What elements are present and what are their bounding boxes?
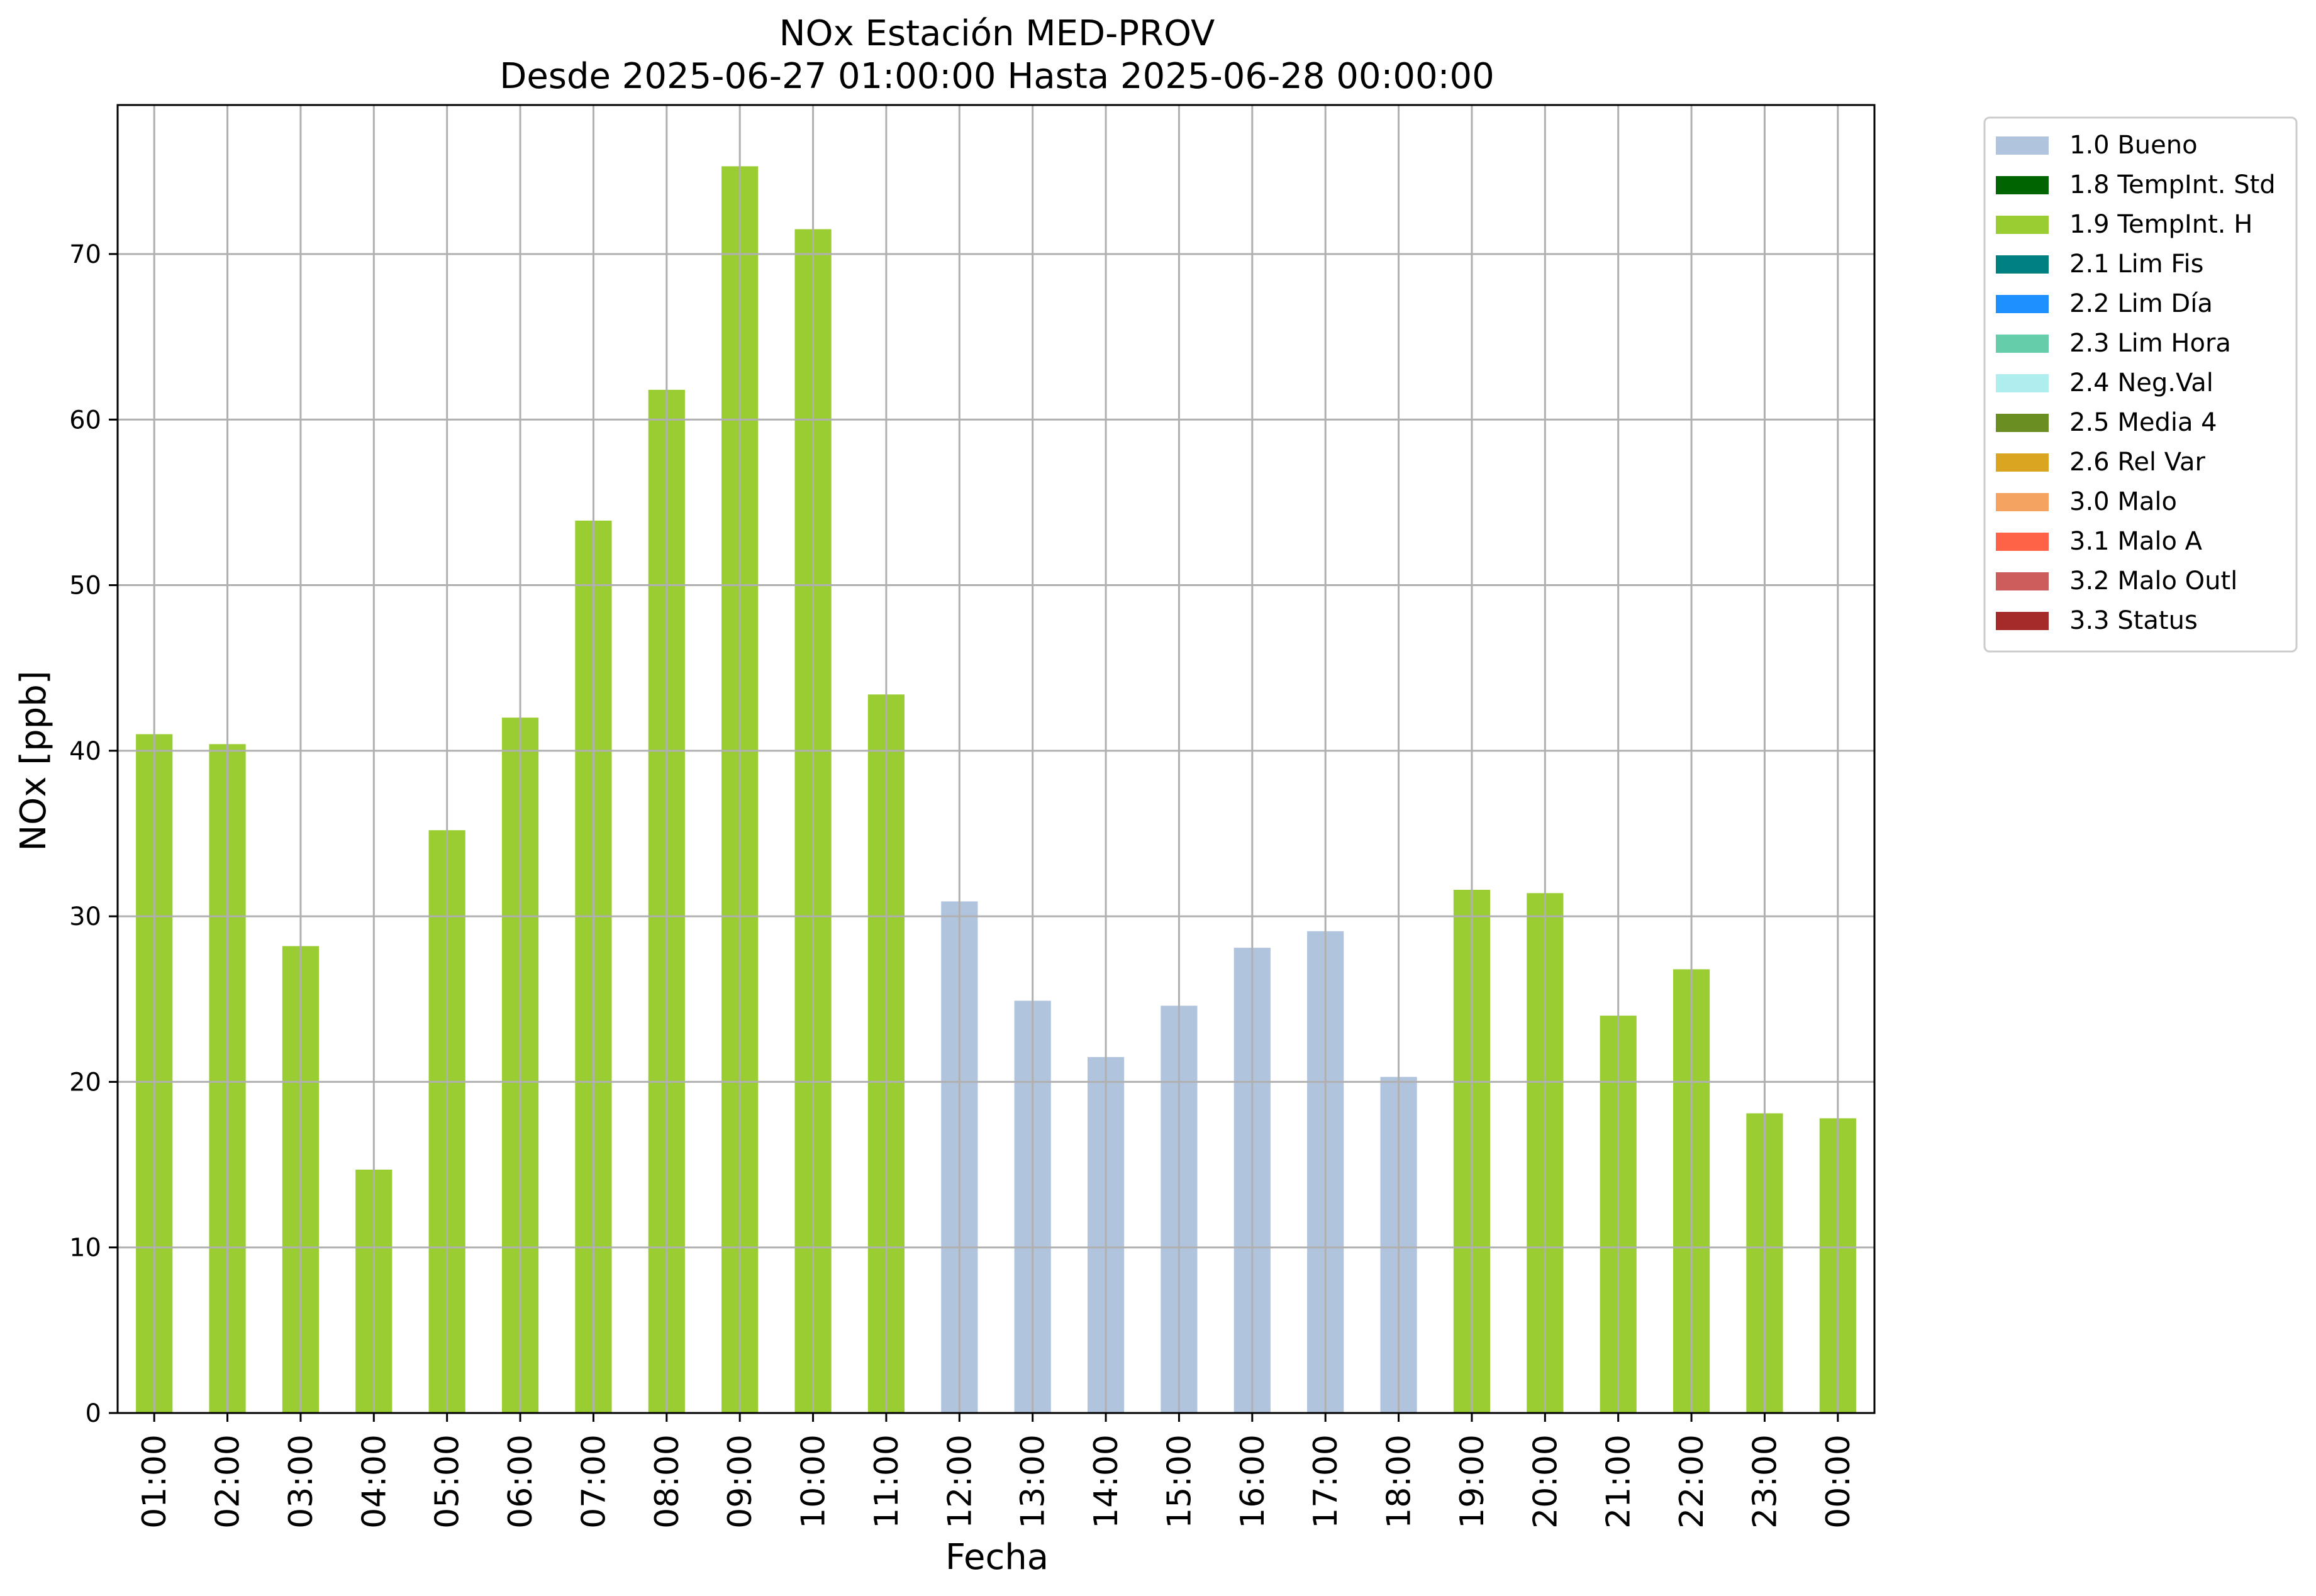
x-tick-label: 03:00 [282,1434,320,1529]
x-tick-label: 18:00 [1381,1434,1418,1529]
chart-subtitle: Desde 2025-06-27 01:00:00 Hasta 2025-06-… [499,56,1495,97]
y-tick-label: 70 [69,240,101,269]
legend-label: 3.2 Malo Outl [2069,567,2237,596]
legend-label: 2.5 Media 4 [2069,408,2217,437]
x-tick-label: 07:00 [575,1434,613,1529]
legend-label: 1.8 TempInt. Std [2069,170,2276,199]
legend-swatch [1996,295,2049,313]
legend-swatch [1996,414,2049,432]
plot-frame [116,104,1876,1414]
x-tick-label: 20:00 [1527,1434,1564,1529]
legend-swatch [1996,176,2049,194]
x-tick-label: 17:00 [1307,1434,1345,1529]
x-axis-label: Fecha [945,1537,1049,1578]
x-tick-label: 22:00 [1673,1434,1711,1529]
chart-title: NOx Estación MED-PROV [779,13,1215,54]
x-tick-label: 13:00 [1015,1434,1052,1529]
x-tick-label: 16:00 [1234,1434,1272,1529]
grid-lines [118,105,1874,1413]
x-tick-label: 01:00 [136,1434,174,1529]
axes: 0 10 20 30 40 50 60 70 01:00 02:00 03:00 04:00 05:00… [69,104,1876,1529]
x-tick-label: 08:00 [649,1434,686,1529]
x-tick-label: 15:00 [1161,1434,1198,1529]
legend-box [1983,116,2298,653]
legend-label: 2.3 Lim Hora [2069,329,2231,358]
legend-swatch [1996,335,2049,353]
legend-label: 2.4 Neg.Val [2069,369,2213,397]
x-tick-label: 23:00 [1746,1434,1784,1529]
legend-label: 3.1 Malo A [2069,527,2203,556]
x-tick-label: 19:00 [1454,1434,1491,1529]
x-tick-label: 12:00 [941,1434,979,1529]
legend-swatch [1996,453,2049,472]
x-tick-label: 14:00 [1088,1434,1125,1529]
legend-label: 2.2 Lim Día [2069,289,2213,318]
legend-swatch [1996,136,2049,155]
y-tick-label: 40 [69,737,101,766]
legend-swatch [1996,612,2049,630]
bars [136,166,1856,1414]
y-tick-label: 0 [86,1399,101,1428]
x-tick-label: 11:00 [868,1434,906,1529]
legend-swatch [1996,216,2049,234]
legend-label: 2.1 Lim Fis [2069,250,2203,279]
x-tick-label: 09:00 [721,1434,759,1529]
y-tick-label: 50 [69,572,101,601]
y-tick-label: 20 [69,1068,101,1097]
x-tick-label: 02:00 [209,1434,247,1529]
y-axis-label: NOx [ppb] [13,670,54,851]
legend-swatch [1996,572,2049,590]
legend-label: 3.0 Malo [2069,487,2177,516]
x-tick-label: 00:00 [1820,1434,1857,1529]
y-tick-label: 60 [69,406,101,435]
x-tick-label: 10:00 [795,1434,833,1529]
legend-swatch [1996,533,2049,551]
legend-label: 1.0 Bueno [2069,131,2198,160]
legend-swatch [1996,255,2049,274]
x-tick-label: 04:00 [355,1434,393,1529]
x-tick-label: 21:00 [1600,1434,1638,1529]
legend-swatch [1996,374,2049,392]
y-tick-label: 30 [69,902,101,931]
x-tick-label: 05:00 [429,1434,467,1529]
legend-label: 2.6 Rel Var [2069,448,2206,477]
legend-label: 1.9 TempInt. H [2069,210,2252,239]
legend-label: 3.3 Status [2069,606,2198,635]
legend: 1.0 Bueno 1.8 TempInt. Std 1.9 TempInt. H 2… [1983,116,2298,653]
x-tick-label: 06:00 [502,1434,540,1529]
legend-swatch [1996,493,2049,511]
y-tick-label: 10 [69,1234,101,1263]
